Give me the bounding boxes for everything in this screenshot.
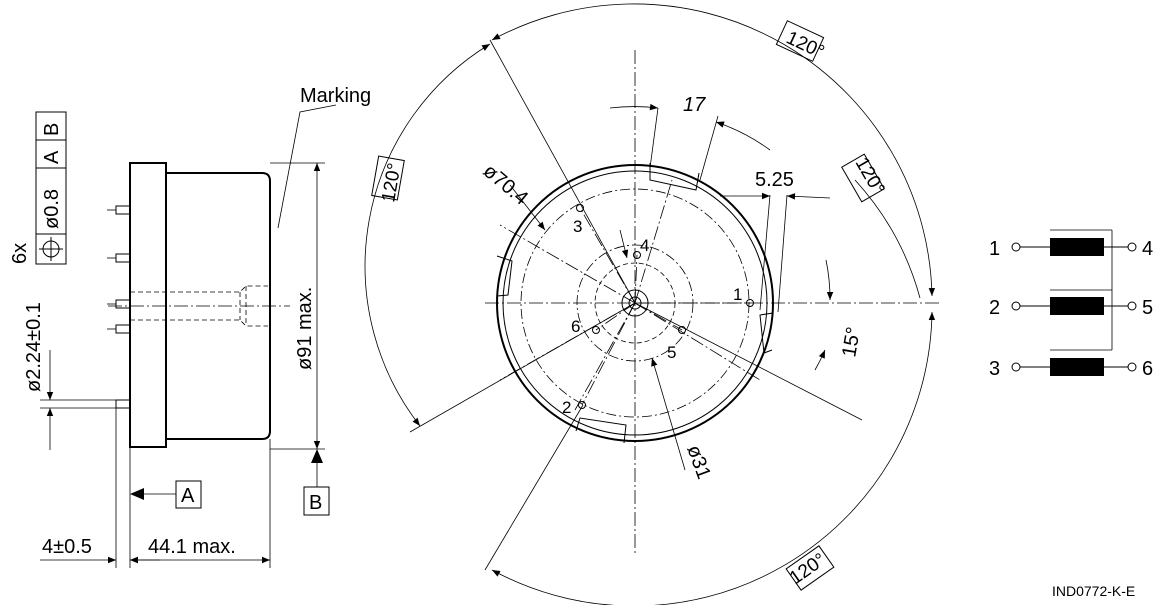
arc-120-bottom — [491, 311, 936, 605]
pin-label-3: 3 — [573, 217, 582, 236]
schematic-pin-1: 1 — [989, 238, 1000, 260]
schematic-pin-6: 6 — [1142, 358, 1153, 380]
arc-120-left — [364, 43, 491, 427]
arc-120-top — [491, 3, 936, 297]
datum-b-triangle — [311, 449, 323, 463]
front-view: 1 2 3 4 5 6 120° 120° 120° 120° 17 — [364, 3, 940, 605]
pin-label-6: 6 — [571, 317, 580, 336]
winding-1 — [1011, 238, 1137, 256]
tolerance-ref1: A — [41, 150, 63, 164]
arc-120-right — [854, 179, 921, 299]
schematic-pin-5: 5 — [1142, 297, 1153, 319]
datum-a-label: A — [181, 485, 195, 507]
datum-b-box — [303, 486, 330, 516]
datum-b-label: B — [309, 492, 322, 514]
angle-left-label: 120° — [378, 162, 406, 204]
tolerance-frame: B A ø0.8 6x — [9, 111, 67, 265]
offset-label: 4±0.5 — [42, 536, 92, 558]
dim-31-label: ø31 — [682, 442, 714, 482]
pin-label-1: 1 — [733, 285, 742, 304]
datum-a-triangle — [130, 488, 144, 500]
radial-lines — [499, 179, 761, 411]
side-view: Marking ø91 max. B A 4±0.5 44.1 max. ø2.… — [9, 85, 371, 568]
schematic-pin-3: 3 — [989, 358, 1000, 380]
schematic-pin-2: 2 — [989, 297, 1000, 319]
pin-label-5: 5 — [667, 343, 676, 362]
tolerance-value: ø0.8 — [41, 189, 63, 229]
drawing-id: IND0772-K-E — [1052, 583, 1135, 599]
pins — [107, 205, 131, 409]
dim-17-label: 17 — [683, 94, 706, 116]
angle-bottom-label: 120° — [786, 549, 830, 589]
pin-label-2: 2 — [562, 398, 571, 417]
length-label: 44.1 max. — [148, 536, 236, 558]
tolerance-ref2: B — [41, 123, 63, 136]
winding-3 — [1011, 358, 1137, 376]
dim-5-25-label: 5.25 — [755, 169, 794, 191]
marking-leader — [277, 104, 337, 229]
marking-label: Marking — [300, 85, 371, 107]
winding-2 — [1011, 297, 1137, 315]
flange-outline — [129, 162, 167, 448]
tolerance-count: 6x — [9, 243, 31, 264]
pin-diameter-label: ø2.24±0.1 — [23, 302, 45, 392]
schematic: 1 2 3 4 5 6 — [989, 229, 1153, 380]
dim-70-4-label: ø70.4 — [479, 160, 532, 210]
shaft-hidden-lines — [108, 285, 290, 327]
datum-a-box — [175, 480, 202, 509]
diameter-label: ø91 max. — [294, 287, 316, 370]
angle-15-label: 15° — [838, 325, 865, 359]
schematic-pin-4: 4 — [1142, 238, 1153, 260]
pin-label-4: 4 — [640, 236, 649, 255]
